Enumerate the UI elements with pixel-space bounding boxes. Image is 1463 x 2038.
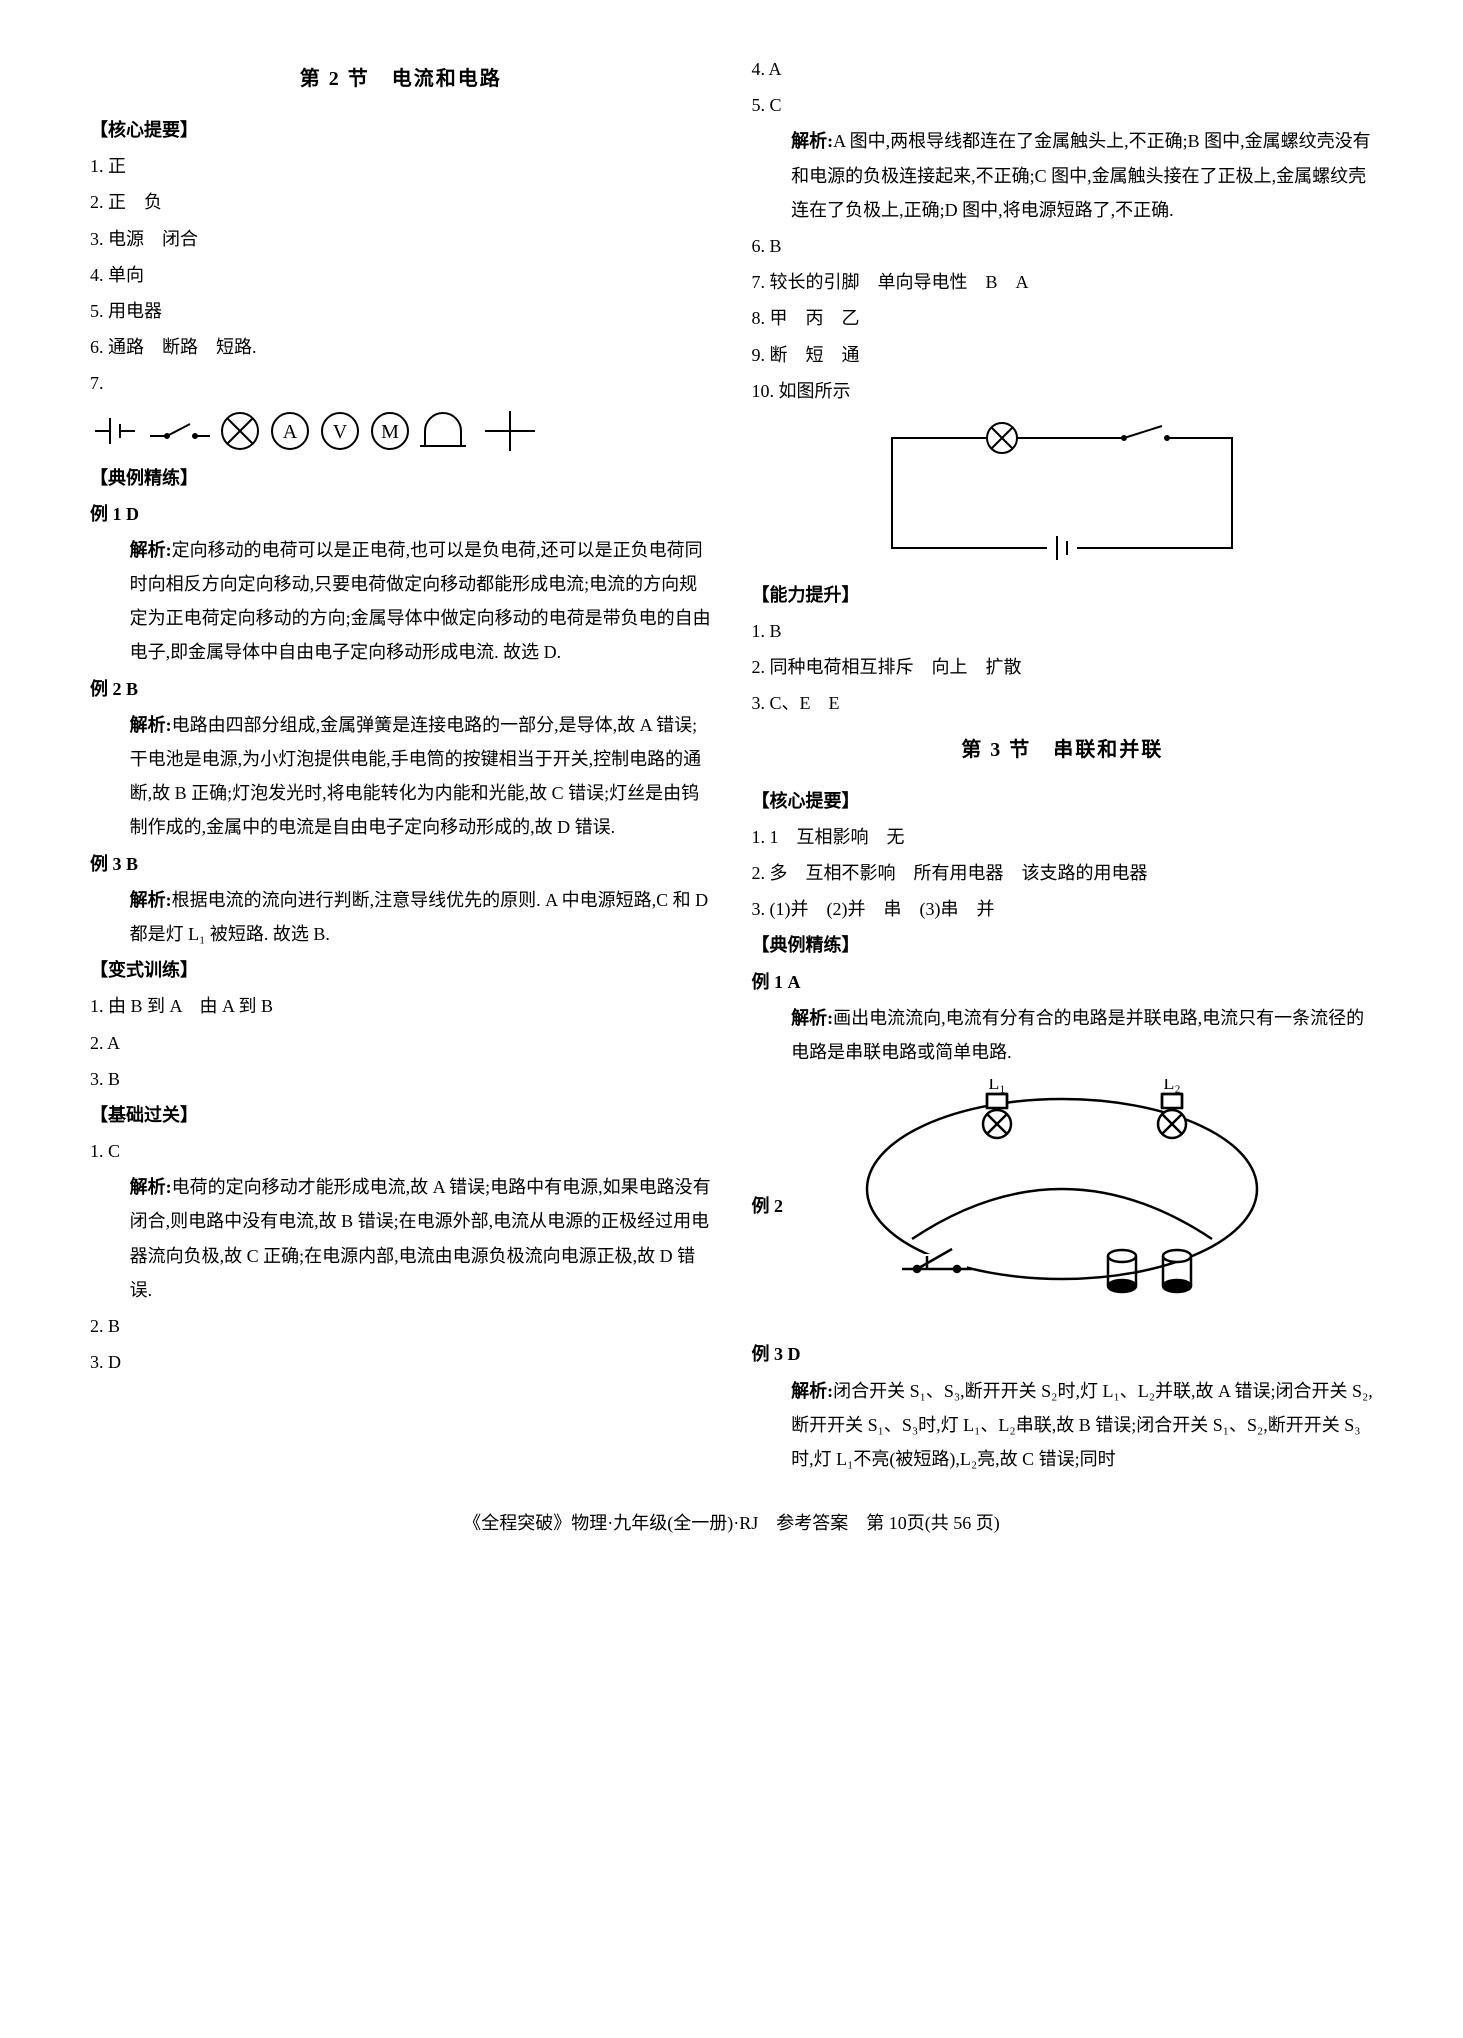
section-2-title: 第 2 节 电流和电路: [90, 60, 712, 98]
item: 9. 断 短 通: [752, 338, 1374, 372]
hexin-item: 2. 正 负: [90, 185, 712, 219]
jichu-1-analysis: 解析:电荷的定向移动才能形成电流,故 A 错误;电路中有电源,如果电路没有闭合,…: [90, 1170, 712, 1307]
jiexi-text: 电路由四部分组成,金属弹簧是连接电路的一部分,是导体,故 A 错误;干电池是电源…: [130, 715, 702, 838]
section-3-title: 第 3 节 串联和并联: [752, 731, 1374, 769]
hexin2-label: 【核心提要】: [752, 784, 1374, 818]
item: 5. C: [752, 88, 1374, 122]
example-2-analysis: 解析:电路由四部分组成,金属弹簧是连接电路的一部分,是导体,故 A 错误;干电池…: [90, 708, 712, 845]
example-1b-label: 例 1 A: [752, 965, 1374, 999]
example-3b-analysis: 解析:闭合开关 S₁、S₃,断开开关 S₂时,灯 L₁、L₂并联,故 A 错误;…: [752, 1374, 1374, 1477]
jiexi-text: A 图中,两根导线都连在了金属触头上,不正确;B 图中,金属螺纹壳没有和电源的负…: [791, 131, 1371, 219]
jichu-item: 3. D: [90, 1345, 712, 1379]
jichu-item-1: 1. C: [90, 1134, 712, 1168]
example-3b-label: 例 3 D: [752, 1337, 1374, 1371]
example-1-analysis: 解析:定向移动的电荷可以是正电荷,也可以是负电荷,还可以是正负电荷同时向相反方向…: [90, 533, 712, 670]
example-3-analysis: 解析:根据电流的流向进行判断,注意导线优先的原则. A 中电源短路,C 和 D …: [90, 883, 712, 951]
hexin-item: 6. 通路 断路 短路.: [90, 330, 712, 364]
nengli-item: 3. C、E E: [752, 686, 1374, 720]
hexin-item: 3. 电源 闭合: [90, 222, 712, 256]
svg-text:M: M: [381, 421, 399, 443]
hexin-item-7: 7.: [90, 366, 712, 455]
hexin2-item: 3. (1)并 (2)并 串 (3)串 并: [752, 892, 1374, 926]
bianshi-item: 1. 由 B 到 A 由 A 到 B: [90, 989, 712, 1023]
jiexi-text: 电荷的定向移动才能形成电流,故 A 错误;电路中有电源,如果电路没有闭合,则电路…: [130, 1177, 711, 1300]
svg-text:A: A: [283, 421, 298, 443]
jiexi-label: 解析:: [130, 1177, 172, 1197]
jiexi-label: 解析:: [791, 131, 833, 151]
left-column: 第 2 节 电流和电路 【核心提要】 1. 正 2. 正 负 3. 电源 闭合 …: [90, 50, 712, 1476]
example-2-label: 例 2 B: [90, 672, 712, 706]
dianli2-label: 【典例精练】: [752, 928, 1374, 962]
jiexi-label: 解析:: [130, 715, 172, 735]
right-column: 4. A 5. C 解析:A 图中,两根导线都连在了金属触头上,不正确;B 图中…: [752, 50, 1374, 1476]
example-1b-analysis: 解析:画出电流流向,电流有分有合的电路是并联电路,电流只有一条流径的电路是串联电…: [752, 1001, 1374, 1069]
jiexi-text: 画出电流流向,电流有分有合的电路是并联电路,电流只有一条流径的电路是串联电路或简…: [791, 1008, 1364, 1062]
jiexi-text: 根据电流的流向进行判断,注意导线优先的原则. A 中电源短路,C 和 D 都是灯…: [130, 890, 709, 944]
hexin-item: 4. 单向: [90, 258, 712, 292]
jiexi-label: 解析:: [130, 890, 172, 910]
item: 10. 如图所示: [752, 374, 1374, 408]
jiexi-label: 解析:: [791, 1381, 833, 1401]
jichu-label: 【基础过关】: [90, 1098, 712, 1132]
dianli-label: 【典例精练】: [90, 461, 712, 495]
bianshi-label: 【变式训练】: [90, 953, 712, 987]
svg-text:L₁: L₁: [989, 1079, 1006, 1093]
jiexi-label: 解析:: [130, 540, 172, 560]
example-2b-label: 例 2: [752, 1189, 1374, 1223]
circuit-symbols-svg: A V M: [90, 406, 630, 456]
top-analysis: 解析:A 图中,两根导线都连在了金属触头上,不正确;B 图中,金属螺纹壳没有和电…: [752, 124, 1374, 227]
svg-text:L₂: L₂: [1164, 1079, 1181, 1093]
nengli-item: 1. B: [752, 614, 1374, 648]
page-footer: 《全程突破》物理·九年级(全一册)·RJ 参考答案 第 10页(共 56 页): [90, 1506, 1373, 1540]
example-1-label: 例 1 D: [90, 497, 712, 531]
jiexi-text: 定向移动的电荷可以是正电荷,也可以是负电荷,还可以是正负电荷同时向相反方向定向移…: [130, 540, 711, 663]
jichu-item: 2. B: [90, 1309, 712, 1343]
hexin2-item: 2. 多 互相不影响 所有用电器 该支路的用电器: [752, 856, 1374, 890]
bianshi-item: 2. A: [90, 1026, 712, 1060]
hexin-item: 1. 正: [90, 149, 712, 183]
example-3-label: 例 3 B: [90, 847, 712, 881]
jiexi-text: 闭合开关 S₁、S₃,断开开关 S₂时,灯 L₁、L₂并联,故 A 错误;闭合开…: [791, 1381, 1373, 1469]
circuit-diagram-svg: [872, 418, 1252, 568]
bianshi-item: 3. B: [90, 1062, 712, 1096]
item: 8. 甲 丙 乙: [752, 301, 1374, 335]
hexin-item: 5. 用电器: [90, 294, 712, 328]
hexin2-item: 1. 1 互相影响 无: [752, 820, 1374, 854]
item: 4. A: [752, 52, 1374, 86]
item: 6. B: [752, 229, 1374, 263]
nengli-item: 2. 同种电荷相互排斥 向上 扩散: [752, 650, 1374, 684]
item-7-label: 7.: [90, 373, 104, 393]
item: 7. 较长的引脚 单向导电性 B A: [752, 265, 1374, 299]
svg-text:V: V: [333, 421, 348, 443]
jiexi-label: 解析:: [791, 1008, 833, 1028]
hexin-label: 【核心提要】: [90, 113, 712, 147]
nengli-label: 【能力提升】: [752, 578, 1374, 612]
